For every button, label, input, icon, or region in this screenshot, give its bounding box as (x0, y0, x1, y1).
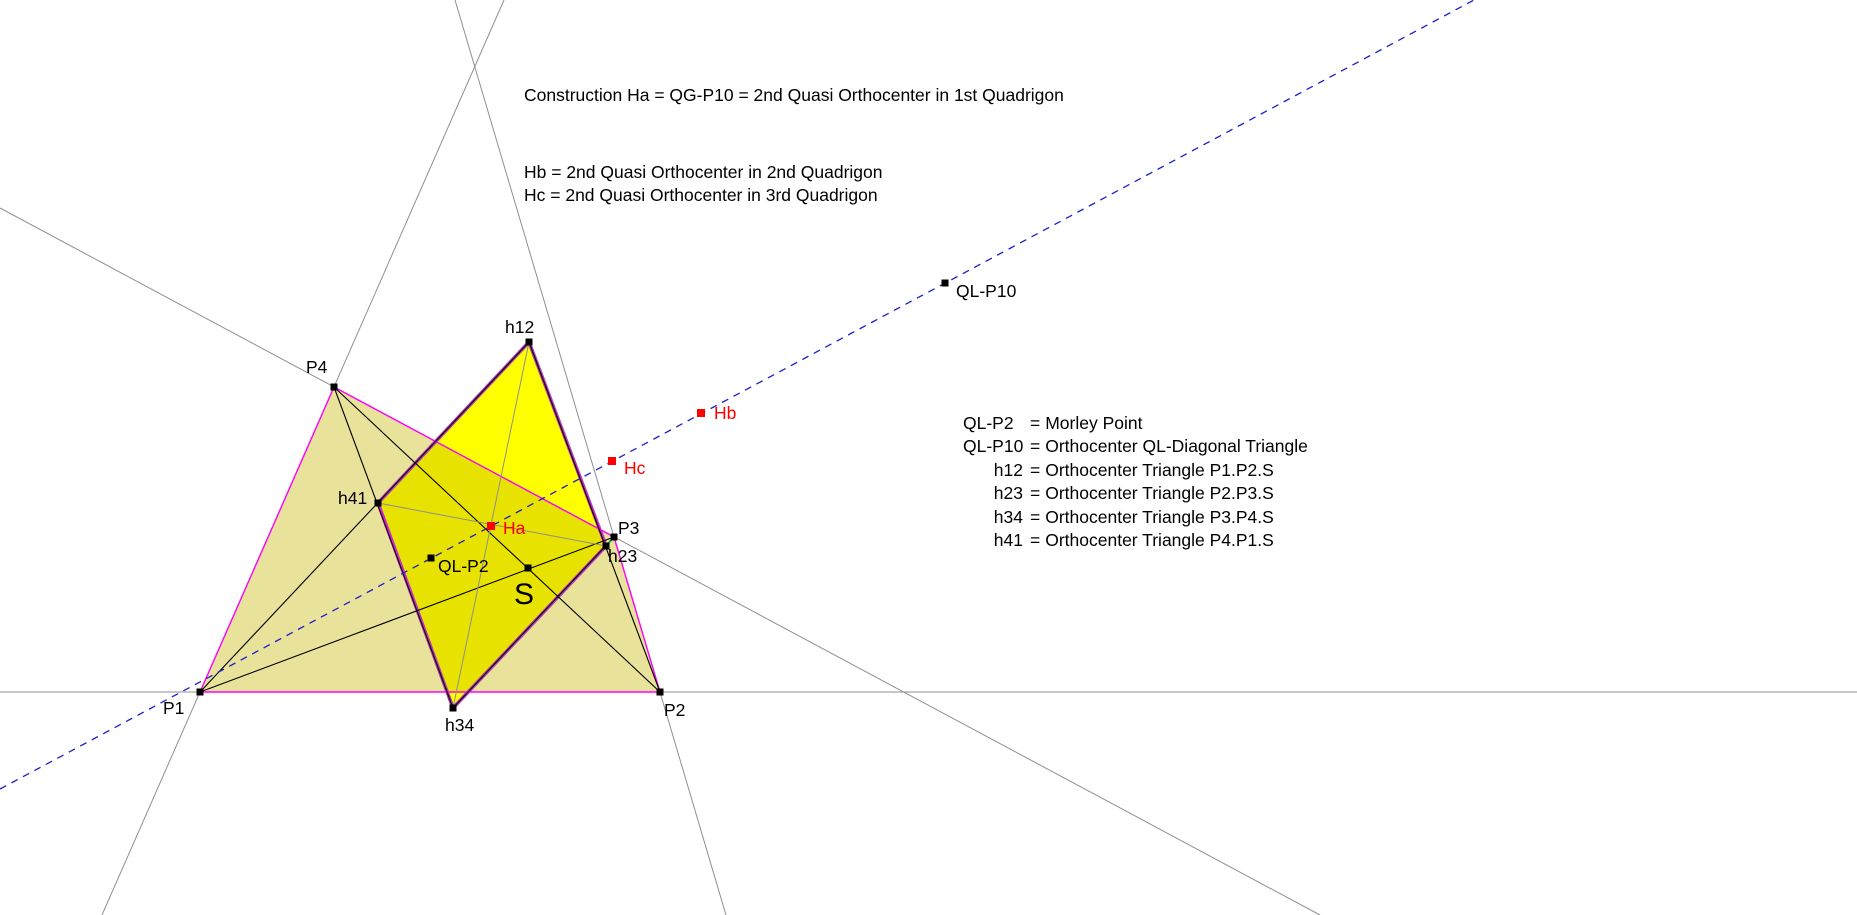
point-marker-P4[interactable] (330, 383, 338, 391)
subtitle-hc: Hc = 2nd Quasi Orthocenter in 3rd Quadri… (524, 185, 878, 205)
diagonal-P1-P3 (199, 536, 615, 693)
legend-row-h23: h23 = Orthocenter Triangle P2.P3.S (963, 482, 1308, 505)
construction-title: Construction Ha = QG-P10 = 2nd Quasi Ort… (524, 85, 1064, 105)
legend-row-ql-p2: QL-P2 = Morley Point (963, 412, 1308, 435)
legend-label: QL-P2 (963, 413, 1014, 433)
legend-label: QL-P10 (963, 436, 1024, 457)
line-P2-P3 (454, 0, 727, 915)
diagonal-P2-P4 (333, 386, 661, 693)
point-label-h34: h34 (445, 715, 474, 735)
point-label-Ha: Ha (503, 518, 526, 538)
point-label-P3: P3 (618, 518, 639, 538)
point-marker-Ha[interactable] (487, 522, 495, 530)
legend-desc: Morley Point (1045, 413, 1143, 433)
point-label-Hc: Hc (624, 458, 646, 478)
point-label-S: S (514, 578, 534, 611)
point-marker-S[interactable] (524, 564, 532, 572)
point-marker-h34[interactable] (449, 704, 457, 712)
legend-row-h41: h41 = Orthocenter Triangle P4.P1.S (963, 529, 1308, 552)
point-label-h12: h12 (505, 317, 534, 337)
legend-row-h12: h12 = Orthocenter Triangle P1.P2.S (963, 459, 1308, 482)
point-label-QL-P10: QL-P10 (956, 281, 1017, 301)
point-label-QL-P2: QL-P2 (438, 556, 489, 576)
legend-label: h34 (993, 506, 1023, 527)
altitude-P2-h23-h12 (528, 341, 661, 693)
point-marker-P3[interactable] (610, 533, 618, 541)
legend-label: h12 (993, 459, 1023, 480)
legend-desc: Orthocenter Triangle P4.P1.S (1045, 529, 1274, 550)
legend: QL-P2 = Morley Point QL-P10 = Orthocenter QL… (963, 412, 1308, 552)
legend-desc: Orthocenter Triangle P1.P2.S (1045, 459, 1274, 480)
subtitle-hb: Hb = 2nd Quasi Orthocenter in 2nd Quadri… (524, 162, 883, 182)
point-marker-Hc[interactable] (608, 457, 616, 465)
legend-row-h34: h34 = Orthocenter Triangle P3.P4.S (963, 506, 1308, 529)
point-marker-Hb[interactable] (697, 409, 705, 417)
point-label-h41: h41 (338, 488, 367, 508)
line-QLP2-Ha-Hc-Hb-QLP10 (0, 0, 1475, 790)
legend-label: h23 (993, 483, 1023, 504)
legend-desc: Orthocenter Triangle P3.P4.S (1045, 506, 1274, 527)
point-label-h23: h23 (608, 546, 637, 566)
point-label-Hb: Hb (714, 403, 736, 423)
point-marker-h23[interactable] (602, 542, 610, 550)
point-marker-P1[interactable] (196, 688, 204, 696)
point-marker-QL-P2[interactable] (427, 554, 435, 562)
point-label-P2: P2 (664, 700, 685, 720)
point-label-P4: P4 (306, 357, 328, 377)
legend-row-ql-p10: QL-P10 = Orthocenter QL-Diagonal Triangle (963, 435, 1308, 458)
point-marker-QL-P10[interactable] (941, 279, 949, 287)
altitude-P1-h41-h12 (199, 341, 530, 693)
line-P3-P4 (0, 207, 1321, 915)
point-marker-P2[interactable] (656, 688, 664, 696)
point-label-P1: P1 (163, 698, 184, 718)
legend-desc: Orthocenter QL-Diagonal Triangle (1045, 436, 1308, 457)
point-marker-h12[interactable] (525, 338, 533, 346)
point-marker-h41[interactable] (374, 499, 382, 507)
altitude-P4-h41-h34 (333, 386, 454, 709)
legend-desc: Orthocenter Triangle P2.P3.S (1045, 483, 1274, 504)
legend-label: h41 (993, 529, 1023, 550)
altitude-P3-h34 (452, 536, 615, 709)
